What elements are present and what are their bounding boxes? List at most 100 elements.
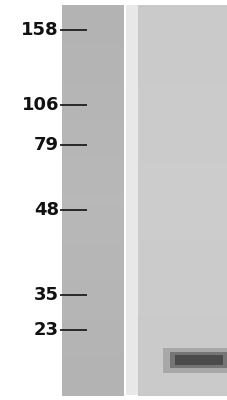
Bar bbox=[62, 244, 123, 246]
Bar bbox=[62, 292, 123, 294]
Bar bbox=[62, 365, 123, 367]
Bar bbox=[137, 96, 227, 98]
Bar bbox=[62, 75, 123, 77]
Bar bbox=[62, 180, 123, 182]
Bar bbox=[137, 153, 227, 155]
Bar bbox=[137, 83, 227, 85]
Bar bbox=[137, 135, 227, 137]
Bar bbox=[62, 394, 123, 396]
Bar bbox=[62, 99, 123, 100]
Bar bbox=[137, 110, 227, 112]
Bar bbox=[62, 266, 123, 268]
Bar bbox=[137, 126, 227, 128]
Bar bbox=[137, 28, 227, 30]
Bar bbox=[62, 373, 123, 375]
Bar bbox=[162, 348, 227, 372]
Bar bbox=[137, 362, 227, 364]
Bar bbox=[62, 196, 123, 198]
Bar bbox=[62, 32, 123, 34]
Bar bbox=[62, 52, 123, 54]
Bar bbox=[137, 386, 227, 388]
Bar bbox=[62, 339, 123, 341]
Bar bbox=[137, 374, 227, 376]
Bar bbox=[137, 343, 227, 345]
Bar bbox=[137, 358, 227, 360]
Bar bbox=[62, 140, 123, 142]
Bar bbox=[137, 175, 227, 177]
Bar bbox=[62, 161, 123, 163]
Bar bbox=[137, 332, 227, 334]
Bar bbox=[137, 139, 227, 141]
Bar bbox=[137, 394, 227, 396]
Bar bbox=[62, 357, 123, 359]
Bar bbox=[62, 284, 123, 286]
Bar bbox=[137, 284, 227, 286]
Bar bbox=[137, 171, 227, 173]
Bar bbox=[62, 231, 123, 233]
Bar bbox=[62, 114, 123, 116]
Bar bbox=[137, 118, 227, 120]
Bar bbox=[137, 196, 227, 198]
Bar bbox=[62, 9, 123, 11]
Bar bbox=[62, 240, 123, 242]
Bar bbox=[137, 66, 227, 68]
Bar bbox=[62, 79, 123, 81]
Bar bbox=[62, 54, 123, 56]
Bar bbox=[62, 290, 123, 292]
Bar bbox=[137, 101, 227, 103]
Bar bbox=[137, 39, 227, 41]
Bar bbox=[137, 165, 227, 167]
Bar bbox=[137, 173, 227, 174]
Bar bbox=[137, 45, 227, 47]
Bar bbox=[62, 256, 123, 258]
Bar bbox=[62, 362, 123, 364]
Bar bbox=[137, 38, 227, 39]
Bar bbox=[137, 84, 227, 86]
Bar bbox=[137, 262, 227, 264]
Bar bbox=[62, 82, 123, 84]
Bar bbox=[62, 279, 123, 281]
Bar bbox=[62, 288, 123, 290]
Bar bbox=[137, 130, 227, 132]
Bar bbox=[62, 160, 123, 162]
Bar bbox=[62, 187, 123, 189]
Bar bbox=[137, 184, 227, 186]
Bar bbox=[137, 236, 227, 238]
Bar bbox=[62, 45, 123, 47]
Bar bbox=[62, 174, 123, 176]
Bar bbox=[137, 180, 227, 182]
Bar bbox=[62, 270, 123, 272]
Bar bbox=[137, 154, 227, 156]
Bar bbox=[137, 225, 227, 226]
Bar bbox=[62, 391, 123, 393]
Bar bbox=[62, 206, 123, 208]
Bar bbox=[137, 95, 227, 96]
Bar bbox=[137, 313, 227, 315]
Bar bbox=[62, 198, 123, 199]
Bar bbox=[137, 104, 227, 106]
Bar bbox=[137, 205, 227, 207]
Bar bbox=[62, 332, 123, 334]
Bar bbox=[62, 178, 123, 180]
Bar bbox=[62, 179, 123, 181]
Bar bbox=[62, 88, 123, 90]
Bar bbox=[137, 381, 227, 382]
Bar bbox=[62, 361, 123, 363]
Bar bbox=[62, 97, 123, 99]
Bar bbox=[137, 336, 227, 338]
Bar bbox=[137, 74, 227, 76]
Bar bbox=[62, 360, 123, 362]
Text: 23: 23 bbox=[34, 321, 59, 339]
Bar bbox=[62, 340, 123, 342]
Bar bbox=[137, 302, 227, 303]
Bar bbox=[137, 91, 227, 93]
Bar bbox=[137, 261, 227, 263]
Bar bbox=[62, 294, 123, 296]
Bar bbox=[137, 260, 227, 262]
Bar bbox=[62, 229, 123, 230]
Bar bbox=[137, 368, 227, 370]
Bar bbox=[137, 183, 227, 185]
Bar bbox=[62, 13, 123, 15]
Bar bbox=[137, 279, 227, 281]
Bar bbox=[62, 158, 123, 160]
